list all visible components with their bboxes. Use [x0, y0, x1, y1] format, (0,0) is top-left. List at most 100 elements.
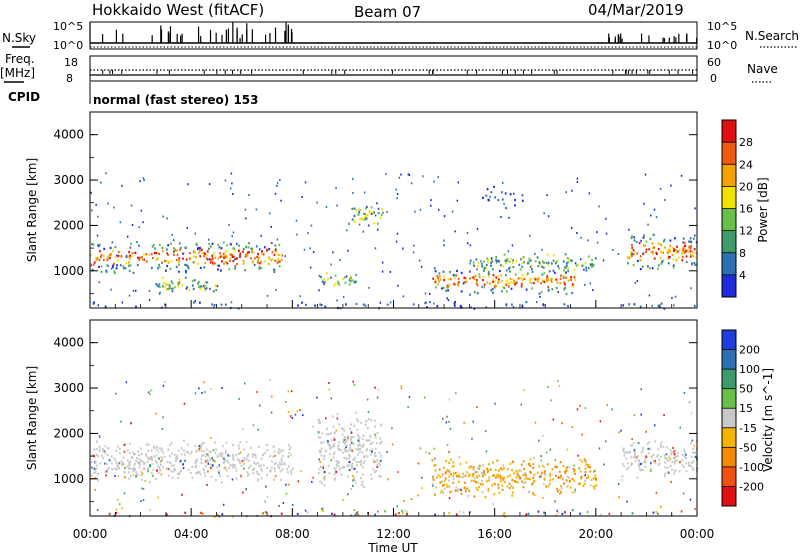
echo-cell	[102, 258, 105, 262]
echo-cell	[531, 287, 533, 290]
echo-cell	[573, 470, 575, 473]
echo-cell	[178, 278, 181, 281]
echo-cell	[161, 261, 163, 264]
echo-cell	[165, 269, 167, 272]
echo-cell	[162, 285, 164, 288]
echo-cell	[276, 261, 279, 264]
echo-cell	[305, 303, 307, 306]
echo-cell	[672, 258, 675, 261]
echo-cell	[587, 266, 590, 270]
echo-cell	[682, 237, 685, 240]
echo-cell	[337, 465, 340, 468]
echo-cell	[577, 263, 579, 267]
echo-cell	[380, 455, 383, 458]
echo-cell	[664, 475, 666, 478]
echo-cell	[121, 507, 123, 510]
echo-cell	[453, 472, 455, 475]
echo-cell	[351, 467, 353, 470]
echo-cell	[634, 455, 636, 458]
echo-cell	[558, 267, 561, 270]
echo-cell	[155, 445, 158, 449]
colorbar-segment	[722, 349, 736, 370]
echo-cell	[460, 492, 463, 496]
echo-cell	[622, 450, 625, 453]
echo-cell	[333, 438, 336, 441]
echo-cell	[279, 179, 281, 181]
echo-cell	[501, 279, 503, 283]
echo-cell	[512, 281, 515, 285]
echo-cell	[207, 460, 209, 463]
echo-cell	[362, 303, 365, 306]
echo-cell	[670, 480, 672, 483]
echo-cell	[191, 476, 194, 479]
echo-cell	[257, 256, 260, 259]
echo-cell	[349, 446, 352, 449]
echo-cell	[170, 242, 172, 245]
echo-cell	[358, 436, 361, 439]
echo-cell	[379, 216, 382, 219]
echo-cell	[134, 452, 137, 456]
echo-cell	[132, 473, 135, 476]
echo-cell	[270, 258, 273, 261]
echo-cell	[116, 264, 118, 267]
echo-cell	[232, 453, 234, 456]
echo-cell	[131, 252, 134, 255]
echo-cell	[348, 460, 351, 464]
echo-cell	[505, 207, 507, 210]
echo-cell	[639, 259, 642, 262]
ytick-label: 2000	[53, 218, 84, 232]
echo-cell	[493, 493, 496, 496]
echo-cell	[628, 256, 631, 259]
echo-cell	[237, 452, 240, 455]
echo-cell	[318, 289, 320, 292]
echo-cell	[259, 248, 261, 251]
echo-cell	[438, 468, 441, 471]
echo-cell	[324, 450, 327, 453]
echo-cell	[455, 513, 458, 516]
echo-cell	[164, 286, 167, 289]
echo-cell	[362, 443, 365, 446]
echo-cell	[382, 211, 384, 214]
echo-cell	[126, 255, 129, 258]
echo-cell	[333, 432, 336, 435]
echo-cell	[685, 470, 688, 473]
echo-cell	[180, 469, 182, 472]
colorbar-tick-label: -50	[739, 441, 757, 454]
echo-cell	[132, 470, 135, 473]
echo-cell	[183, 402, 186, 405]
echo-cell	[147, 443, 150, 446]
echo-cell	[266, 449, 269, 452]
echo-cell	[547, 215, 550, 218]
echo-cell	[466, 487, 469, 490]
echo-cell	[596, 231, 598, 234]
echo-cell	[565, 479, 568, 482]
velocity-colorbar-label: Velocity [m s^-1]	[761, 368, 775, 472]
echo-cell	[340, 473, 343, 476]
echo-cell	[384, 510, 386, 513]
echo-cell	[502, 265, 505, 268]
echo-cell	[119, 221, 122, 224]
echo-cell	[463, 481, 466, 484]
echo-cell	[222, 241, 225, 244]
echo-cell	[326, 427, 329, 430]
echo-cell	[232, 193, 234, 195]
echo-cell	[140, 500, 142, 502]
echo-cell	[516, 471, 519, 474]
echo-cell	[343, 276, 346, 279]
echo-cell	[537, 277, 540, 281]
echo-cell	[642, 449, 644, 452]
echo-cell	[642, 468, 644, 471]
echo-cell	[280, 512, 283, 515]
echo-cell	[281, 455, 284, 458]
echo-cell	[675, 469, 677, 472]
echo-cell	[160, 449, 163, 452]
echo-cell	[288, 448, 291, 451]
echo-cell	[543, 280, 546, 283]
echo-cell	[513, 279, 516, 282]
echo-cell	[510, 484, 513, 487]
echo-cell	[456, 475, 458, 478]
echo-cell	[562, 274, 565, 277]
echo-cell	[276, 182, 279, 185]
echo-cell	[562, 478, 565, 481]
echo-cell	[198, 449, 200, 452]
